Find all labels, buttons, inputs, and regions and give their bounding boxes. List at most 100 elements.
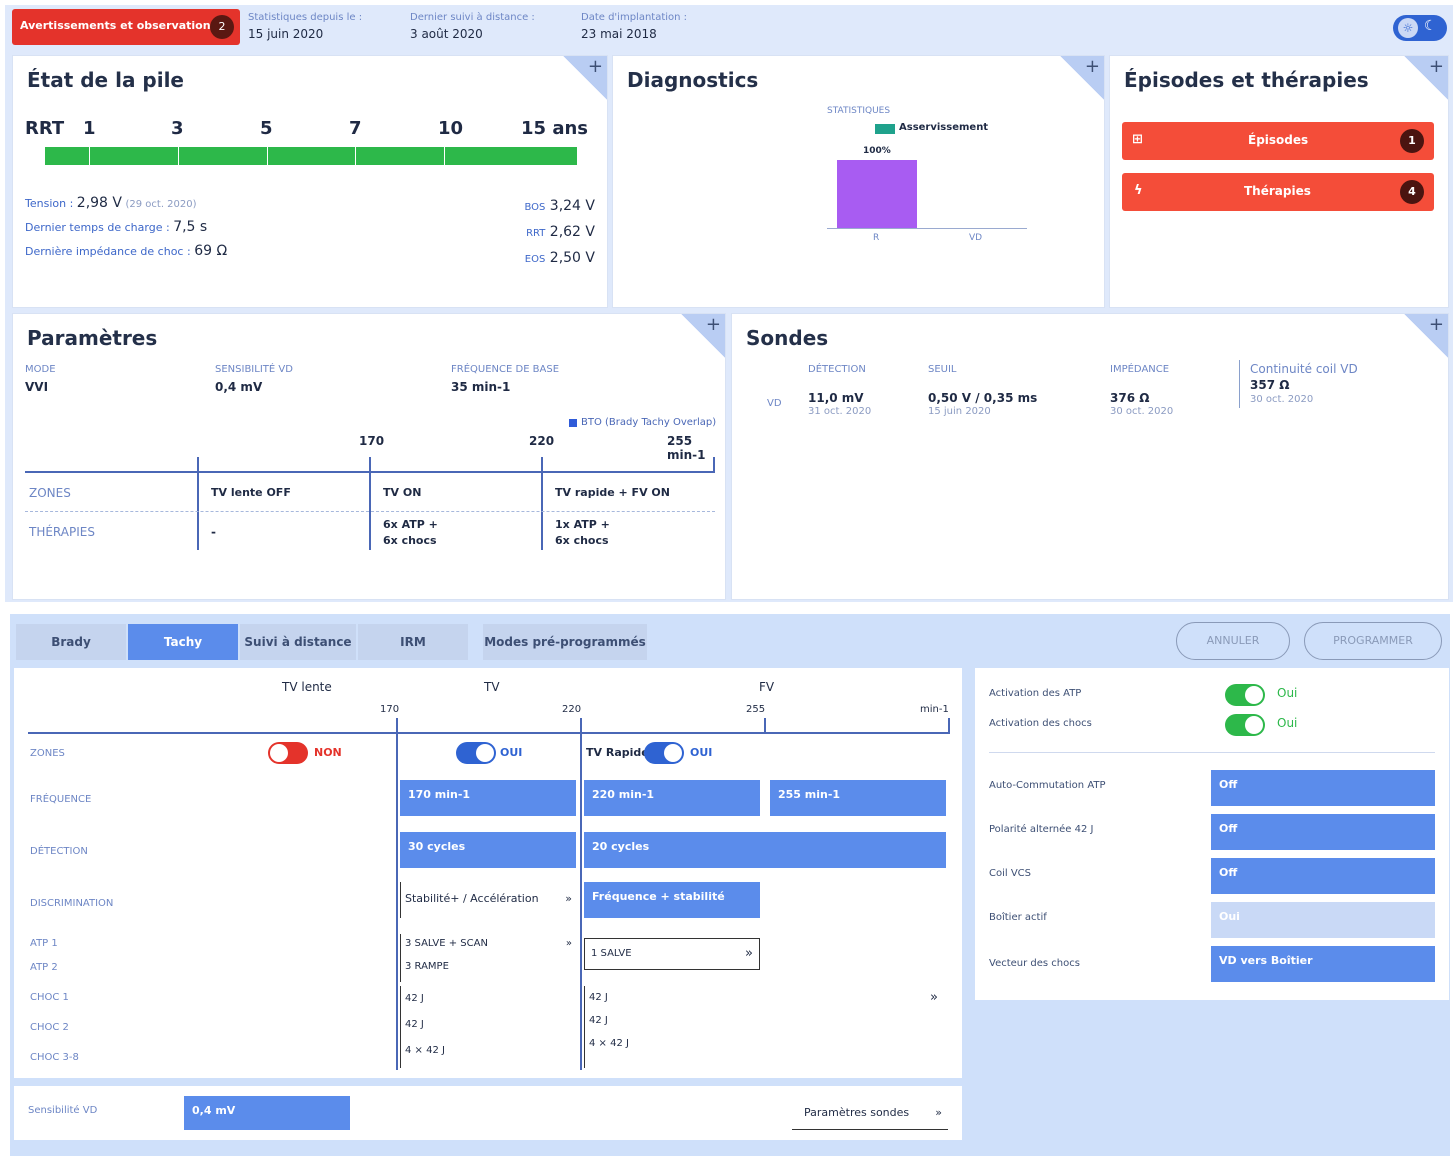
lead-parameters-button[interactable]: Paramètres sondes » bbox=[792, 1096, 948, 1130]
header-fv: FV bbox=[759, 680, 775, 694]
sensitivity-label: Sensibilité VD bbox=[28, 1105, 98, 1116]
base-rate-label: FRÉQUENCE DE BASE bbox=[451, 364, 560, 375]
rrt-label: RRT bbox=[25, 118, 65, 139]
alerts-button[interactable]: Avertissements et observations 2 bbox=[12, 9, 240, 45]
therapy-settings-panel: Activation des ATP Oui Activation des ch… bbox=[975, 668, 1449, 1000]
fv-detection-field[interactable]: 20 cycles bbox=[584, 832, 946, 868]
alerts-label: Avertissements et observations bbox=[20, 19, 218, 32]
scale-10: 10 bbox=[438, 118, 464, 139]
therapy-tv-chocs: 6x chocs bbox=[383, 534, 437, 547]
active-can-label: Boîtier actif bbox=[989, 912, 1047, 923]
theme-toggle[interactable]: ☼ ☾ bbox=[1393, 15, 1447, 41]
battery-title: État de la pile bbox=[27, 68, 184, 92]
moon-icon: ☾ bbox=[1424, 18, 1437, 34]
tv-discrimination-value: Stabilité+ / Accélération bbox=[405, 892, 539, 905]
coil-date: 30 oct. 2020 bbox=[1250, 394, 1314, 405]
tv-rapide-frequency-field[interactable]: 220 min-1 bbox=[584, 780, 760, 816]
tick-220: 220 bbox=[562, 704, 582, 715]
category-vd: VD bbox=[969, 233, 983, 243]
polarity-field[interactable]: Off bbox=[1211, 814, 1435, 850]
alerts-count-badge: 2 bbox=[210, 15, 234, 39]
threshold-value: 0,50 V / 0,35 ms bbox=[928, 391, 1038, 405]
tick-255: 255 min-1 bbox=[667, 434, 706, 462]
tv-lente-toggle[interactable] bbox=[268, 742, 308, 764]
column-divider bbox=[1239, 360, 1240, 408]
expand-corner[interactable]: + bbox=[1060, 56, 1104, 100]
scale-3: 3 bbox=[171, 118, 184, 139]
impedance-date: 30 oct. 2020 bbox=[1110, 406, 1174, 417]
sun-icon: ☼ bbox=[1398, 18, 1418, 38]
shock-vector-field[interactable]: VD vers Boîtier bbox=[1211, 946, 1435, 982]
episodes-title: Épisodes et thérapies bbox=[1124, 68, 1369, 92]
tab-tachy[interactable]: Tachy bbox=[128, 624, 238, 660]
sensitivity-field[interactable]: 0,4 mV bbox=[184, 1096, 350, 1130]
implant-date-label: Date d'implantation : bbox=[581, 12, 688, 23]
detection-label: DÉTECTION bbox=[808, 364, 866, 375]
tick-220: 220 bbox=[529, 434, 555, 448]
plus-icon: + bbox=[1428, 314, 1444, 335]
fv-frequency-field[interactable]: 255 min-1 bbox=[770, 780, 946, 816]
bos-label: BOS bbox=[524, 202, 546, 213]
episodes-button[interactable]: ⊞ Épisodes 1 bbox=[1122, 122, 1434, 160]
expand-corner[interactable]: + bbox=[681, 314, 725, 358]
fv-shocks-select[interactable]: 42 J 42 J 4 × 42 J » bbox=[584, 986, 946, 1068]
tv-rapide-toggle[interactable] bbox=[644, 742, 684, 764]
double-chevron-icon: » bbox=[935, 1106, 942, 1119]
tab-preset-modes[interactable]: Modes pré-programmés bbox=[483, 624, 647, 660]
atp-activation-toggle[interactable] bbox=[1225, 684, 1265, 706]
coil-vcs-field[interactable]: Off bbox=[1211, 858, 1435, 894]
bos-value: 3,24 V bbox=[549, 198, 595, 214]
tv-detection-field[interactable]: 30 cycles bbox=[400, 832, 576, 868]
tick-255: 255 bbox=[746, 704, 766, 715]
tv-atp-select[interactable]: 3 SALVE + SCAN 3 RAMPE » bbox=[400, 934, 576, 982]
program-button[interactable]: PROGRAMMER bbox=[1304, 622, 1442, 660]
charge-label: Dernier temps de charge : bbox=[25, 221, 170, 234]
shock-activation-toggle[interactable] bbox=[1225, 714, 1265, 736]
fv-discrimination-field[interactable]: Fréquence + stabilité bbox=[584, 882, 760, 918]
zone-boundary-220 bbox=[580, 718, 582, 1070]
tick-170: 170 bbox=[359, 434, 385, 448]
tab-mri[interactable]: IRM bbox=[358, 624, 468, 660]
zone-tv-rapide: TV rapide + FV ON bbox=[555, 486, 670, 499]
bar-r bbox=[837, 160, 917, 228]
lightning-icon: ϟ bbox=[1134, 183, 1143, 198]
tab-brady[interactable]: Brady bbox=[16, 624, 126, 660]
tick-170: 170 bbox=[380, 704, 400, 715]
vd-label: VD bbox=[767, 398, 782, 409]
diagnostics-panel: Diagnostics + STATISTIQUES Asservissemen… bbox=[612, 55, 1105, 308]
tv-shocks-select[interactable]: 42 J 42 J 4 × 42 J bbox=[400, 986, 576, 1068]
last-followup: Dernier suivi à distance : 3 août 2020 bbox=[410, 12, 535, 41]
legend-label: Asservissement bbox=[899, 122, 989, 133]
atp1-value: 3 SALVE + SCAN bbox=[405, 938, 488, 949]
tv-discrimination-select[interactable]: Stabilité+ / Accélération » bbox=[400, 882, 576, 918]
plus-icon: + bbox=[705, 314, 721, 335]
shock-activation-state: Oui bbox=[1277, 716, 1298, 730]
zone-tv: TV ON bbox=[383, 486, 422, 499]
atp-activation-state: Oui bbox=[1277, 686, 1298, 700]
therapy-tv-atp: 6x ATP + bbox=[383, 518, 438, 531]
cancel-button[interactable]: ANNULER bbox=[1176, 622, 1290, 660]
therapy-tv-lente: - bbox=[211, 525, 216, 539]
coil-vcs-label: Coil VCS bbox=[989, 868, 1032, 879]
sensitivity-label: SENSIBILITÉ VD bbox=[215, 364, 293, 375]
episodes-count-badge: 1 bbox=[1400, 129, 1424, 153]
scale-1: 1 bbox=[83, 118, 96, 139]
double-chevron-icon: » bbox=[745, 946, 753, 961]
expand-corner[interactable]: + bbox=[563, 56, 607, 100]
fv-atp-select[interactable]: 1 SALVE » bbox=[584, 938, 760, 970]
atp2-value: 3 RAMPE bbox=[405, 961, 449, 972]
therapies-button[interactable]: ϟ Thérapies 4 bbox=[1122, 173, 1434, 211]
rrt2-value: 2,62 V bbox=[549, 224, 595, 240]
tv-toggle[interactable] bbox=[456, 742, 496, 764]
scale-15: 15 ans bbox=[521, 118, 588, 139]
fv-atp1-value: 1 SALVE bbox=[591, 948, 632, 959]
eos-value: 2,50 V bbox=[549, 250, 595, 266]
auto-commutation-field[interactable]: Off bbox=[1211, 770, 1435, 806]
expand-corner[interactable]: + bbox=[1404, 314, 1448, 358]
tv-frequency-field[interactable]: 170 min-1 bbox=[400, 780, 576, 816]
tab-remote-followup[interactable]: Suivi à distance bbox=[240, 624, 356, 660]
atp-activation-label: Activation des ATP bbox=[989, 688, 1082, 699]
expand-corner[interactable]: + bbox=[1404, 56, 1448, 100]
zone-boundary-255 bbox=[764, 718, 766, 734]
rate-axis bbox=[28, 732, 950, 734]
